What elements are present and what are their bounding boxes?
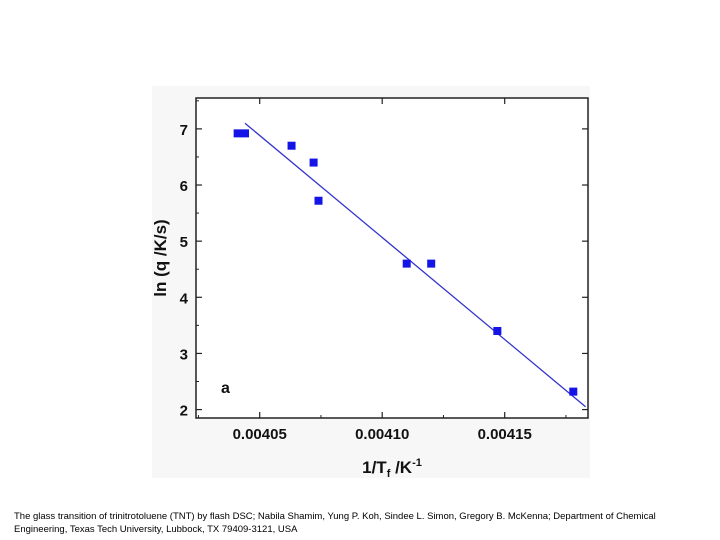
data-point xyxy=(287,141,296,150)
y-tick-label: 4 xyxy=(180,290,189,307)
y-tick-label: 7 xyxy=(180,122,188,139)
x-axis-label-main: 1/T xyxy=(362,458,387,477)
panel-label: a xyxy=(221,380,230,397)
data-point xyxy=(402,259,411,268)
y-tick-label: 6 xyxy=(180,178,188,195)
x-axis-label-sub: f xyxy=(387,468,391,480)
figure-caption: The glass transition of trinitrotoluene … xyxy=(14,511,656,535)
y-tick-label: 2 xyxy=(180,403,188,420)
x-axis-label-unit: /K xyxy=(390,458,412,477)
y-axis-label: ln (q /K/s) xyxy=(151,219,170,296)
data-point xyxy=(233,129,242,138)
x-tick-label: 0.00410 xyxy=(355,426,409,443)
x-axis-label-sup: -1 xyxy=(412,457,422,469)
data-point xyxy=(427,259,436,268)
axis-ticks: 2 3 4 5 6 7 0.00405 0.00410 0.00415 xyxy=(180,98,588,443)
fit-line-group xyxy=(244,122,586,408)
x-tick-label: 0.00405 xyxy=(233,426,287,443)
data-point xyxy=(241,129,249,138)
x-tick-label: 0.00415 xyxy=(478,426,532,443)
fit-line xyxy=(244,122,586,408)
plot-frame xyxy=(195,97,589,419)
y-tick-label: 3 xyxy=(180,346,188,363)
data-point xyxy=(314,196,323,205)
data-point xyxy=(309,158,318,167)
data-point xyxy=(569,387,578,396)
data-points xyxy=(233,129,578,396)
x-axis-label: 1/Tf /K-1 xyxy=(362,457,422,480)
data-point xyxy=(493,326,502,335)
y-tick-label: 5 xyxy=(180,234,188,251)
